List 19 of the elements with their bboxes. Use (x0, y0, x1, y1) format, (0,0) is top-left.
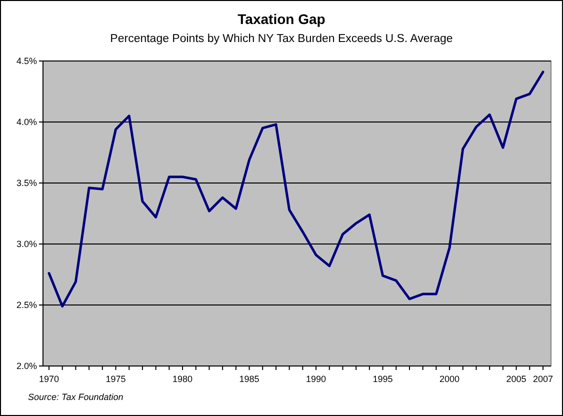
chart-subtitle: Percentage Points by Which NY Tax Burden Exceeds U.S. Average (110, 33, 453, 45)
x-tick-label: 1995 (372, 374, 393, 384)
x-tick-label: 1990 (306, 374, 326, 384)
y-tick-label: 4.5% (16, 56, 37, 66)
source-note: Source: Tax Foundation (28, 392, 124, 402)
line-series (48, 70, 544, 308)
x-tick-label: 1985 (239, 374, 260, 384)
y-tick-label: 2.0% (16, 361, 37, 372)
y-tick-label: 3.5% (16, 178, 37, 188)
x-tick-label: 1980 (172, 374, 193, 384)
x-tick-label: 2000 (440, 374, 460, 384)
chart-title: Taxation Gap (238, 11, 326, 27)
y-tick-label: 3.0% (16, 239, 37, 250)
y-tick-label: 4.0% (16, 117, 37, 128)
x-tick-label: 2005 (506, 374, 526, 384)
x-tick-label: 1970 (38, 374, 60, 384)
y-tick-label: 2.5% (16, 300, 37, 310)
x-tick-label: 1975 (106, 374, 126, 384)
x-tick-label: 2007 (532, 374, 554, 384)
